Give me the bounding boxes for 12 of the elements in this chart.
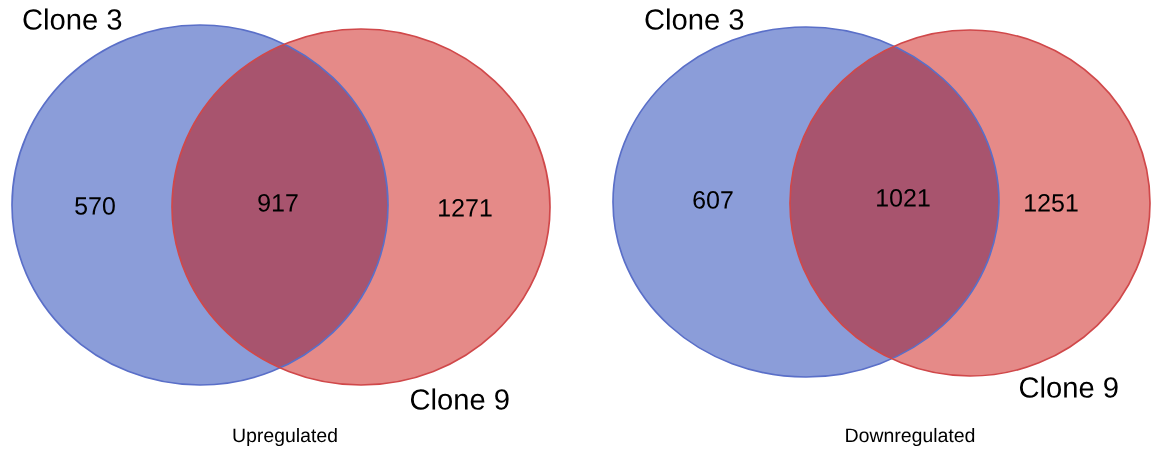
data-label: 607 <box>693 191 733 209</box>
data-label: 1251 <box>1025 194 1078 212</box>
text: Upregulated <box>233 427 337 447</box>
data-label: 570 <box>75 197 115 215</box>
text: Downregulated <box>846 427 975 447</box>
data-label: 917 <box>258 194 298 212</box>
data-label: 1271 <box>439 199 492 217</box>
text: Clone 9 <box>1019 376 1118 398</box>
data-label: 1021 <box>877 189 930 207</box>
text: Clone 9 <box>410 388 509 410</box>
text: Clone 3 <box>645 8 744 30</box>
text: Clone 3 <box>23 8 122 30</box>
